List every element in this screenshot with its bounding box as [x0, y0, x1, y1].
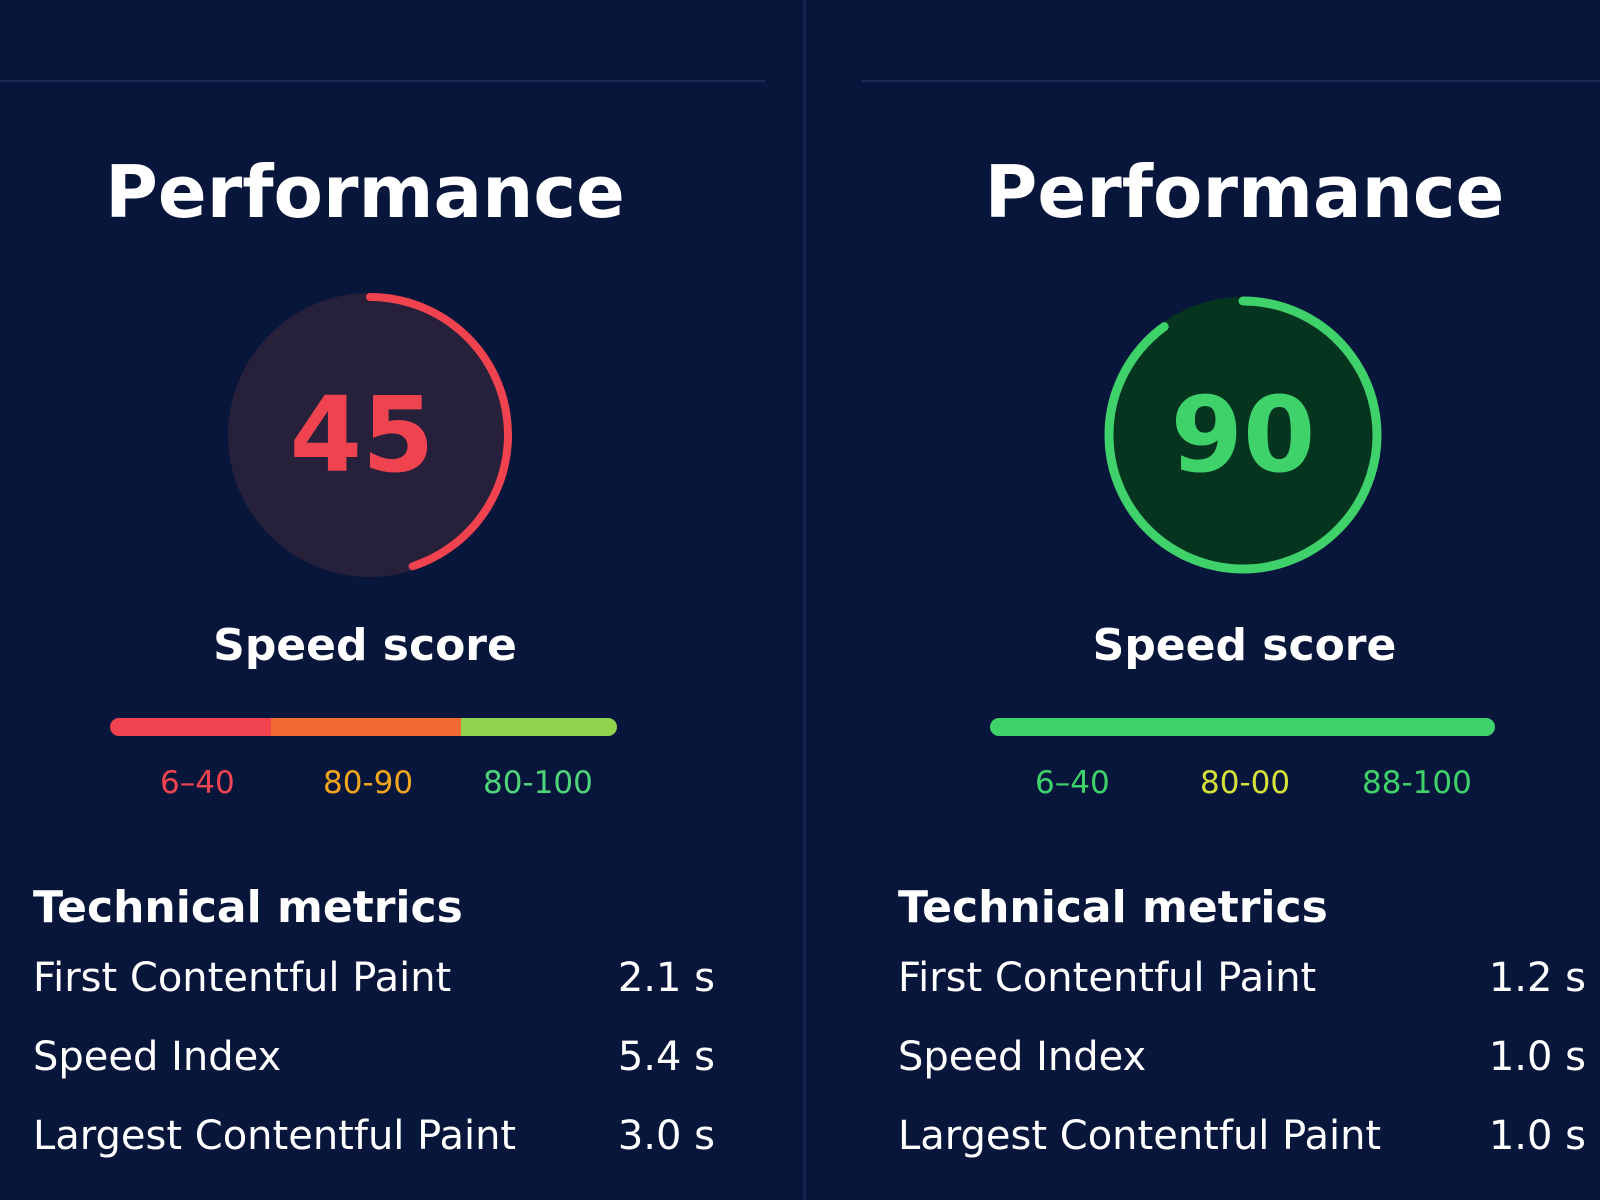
panel: Performance 45 Speed score 6–40 80-90 80… — [0, 80, 765, 1159]
range-labels: 6–40 80-00 88-100 — [1035, 765, 1472, 801]
gauge-bg — [1105, 297, 1381, 573]
range-label: 6–40 — [1035, 765, 1110, 801]
metric-name: Speed Index — [898, 1034, 1147, 1080]
metric-value: 2.1 s — [617, 955, 715, 1001]
metric-value: 1.0 s — [1488, 1034, 1586, 1080]
gauge-bg — [228, 293, 512, 577]
bar-segment — [271, 718, 461, 736]
range-label: 80-100 — [483, 765, 593, 801]
metric-name: Largest Contentful Paint — [33, 1113, 517, 1159]
range-label: 88-100 — [1362, 765, 1472, 801]
panel-title: Performance — [984, 150, 1505, 234]
gauge-arc — [1104, 296, 1382, 574]
range-bar — [990, 718, 1495, 736]
range-bar — [110, 718, 617, 736]
score-label: Speed score — [1092, 620, 1397, 671]
bar-segment — [461, 718, 617, 736]
score: 90 — [1171, 374, 1316, 496]
metric-value: 3.0 s — [617, 1113, 715, 1159]
metric-name: First Contentful Paint — [898, 955, 1317, 1001]
range-label: 80-00 — [1200, 765, 1291, 801]
bar-segment — [110, 718, 271, 736]
panel: Performance 90 Speed score 6–40 80-00 88… — [803, 0, 1600, 1200]
score-label: Speed score — [213, 620, 517, 671]
gauge: 45 — [228, 293, 512, 577]
metric-name: Speed Index — [33, 1034, 282, 1080]
metric-value: 1.2 s — [1488, 955, 1586, 1001]
metric-name: Largest Contentful Paint — [898, 1113, 1382, 1159]
panel-title: Performance — [105, 150, 625, 234]
metrics-title: Technical metrics — [898, 882, 1328, 933]
score: 45 — [290, 374, 435, 496]
range-labels: 6–40 80-90 80-100 — [160, 765, 593, 801]
metric-name: First Contentful Paint — [33, 955, 452, 1001]
gauge-arc — [366, 293, 512, 571]
range-label: 6–40 — [160, 765, 235, 801]
metric-value: 5.4 s — [617, 1034, 715, 1080]
metrics-title: Technical metrics — [33, 882, 463, 933]
divider — [861, 80, 1600, 82]
metric-value: 1.0 s — [1488, 1113, 1586, 1159]
range-label: 80-90 — [323, 765, 414, 801]
gauge: 90 — [1104, 296, 1382, 574]
divider — [0, 80, 765, 82]
